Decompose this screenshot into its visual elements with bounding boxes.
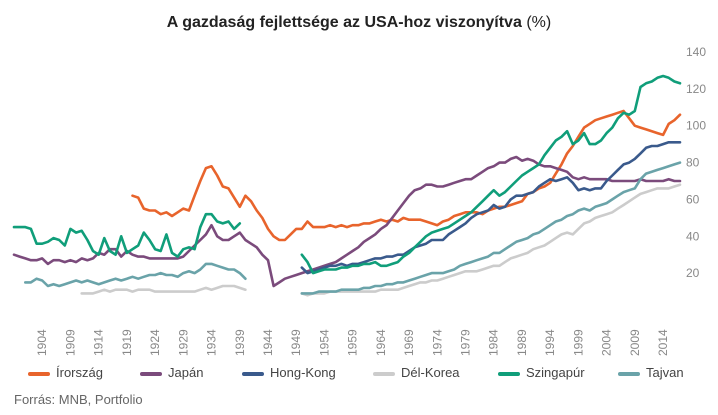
- series-line-hong-kong: [300, 141, 682, 275]
- series-line-irorszag: [131, 109, 682, 242]
- series-line-tajvan: [300, 161, 682, 295]
- y-axis: 20 40 60 80 100 120 140: [686, 45, 706, 280]
- y-tick-label: 20: [686, 266, 700, 280]
- chart-title-unit: (%): [526, 14, 552, 31]
- series-line-del-korea: [300, 183, 682, 297]
- x-tick-label: 1934: [205, 329, 219, 356]
- chart-title: A gazdaság fejlettsége az USA-hoz viszon…: [0, 14, 718, 32]
- x-tick-label: 1979: [459, 329, 473, 356]
- y-tick-label: 140: [686, 45, 706, 59]
- x-tick-label: 1944: [261, 329, 275, 356]
- x-tick-label: 1939: [233, 329, 247, 356]
- y-tick-label: 40: [686, 229, 700, 243]
- legend-label: Írország: [56, 365, 103, 380]
- series-line-tajvan: [24, 262, 247, 288]
- y-tick-label: 100: [686, 119, 706, 133]
- legend-swatch: [618, 372, 640, 376]
- legend-swatch: [140, 372, 162, 376]
- chart-title-text: A gazdaság fejlettsége az USA-hoz viszon…: [166, 14, 522, 31]
- x-tick-label: 1964: [374, 329, 388, 356]
- series-lines: [12, 74, 682, 297]
- x-tick-label: 2004: [600, 329, 614, 356]
- x-tick-label: 1994: [543, 329, 557, 356]
- legend-label: Hong-Kong: [270, 365, 336, 380]
- x-tick-label: 1969: [402, 329, 416, 356]
- legend: Írország Japán Hong-Kong Dél-Korea Szingapúr…: [28, 364, 708, 384]
- legend-label: Japán: [168, 365, 204, 380]
- legend-swatch: [242, 372, 264, 376]
- x-tick-label: 1919: [120, 329, 134, 356]
- legend-label: Dél-Korea: [401, 365, 460, 380]
- x-tick-label: 1929: [176, 329, 190, 356]
- x-tick-label: 1959: [346, 329, 360, 356]
- series-line-szingapur: [300, 74, 682, 275]
- series-line-del-korea: [80, 284, 247, 295]
- x-tick-label: 2009: [628, 329, 642, 356]
- legend-label: Szingapúr: [526, 365, 585, 380]
- x-tick-label: 1924: [148, 329, 162, 356]
- legend-swatch: [28, 372, 50, 376]
- series-line-japan: [12, 155, 682, 288]
- legend-swatch: [373, 372, 395, 376]
- y-tick-label: 120: [686, 82, 706, 96]
- y-tick-label: 80: [686, 156, 700, 170]
- x-tick-label: 1954: [317, 329, 331, 356]
- legend-label: Tajvan: [646, 365, 684, 380]
- x-tick-label: 1914: [92, 329, 106, 356]
- x-tick-label: 1909: [63, 329, 77, 356]
- x-tick-label: 2014: [656, 329, 670, 356]
- x-tick-label: 1904: [35, 329, 49, 356]
- x-tick-label: 1989: [515, 329, 529, 356]
- x-axis: 1904 1909 1914 1919 1924 1929 1934 1939 1944 1949…: [35, 329, 670, 356]
- x-tick-label: 1949: [289, 329, 303, 356]
- x-tick-label: 1999: [571, 329, 585, 356]
- legend-swatch: [498, 372, 520, 376]
- source-note: Forrás: MNB, Portfolio: [14, 392, 143, 407]
- x-tick-label: 1974: [430, 329, 444, 356]
- y-tick-label: 60: [686, 192, 700, 206]
- x-tick-label: 1984: [487, 329, 501, 356]
- series-line-szingapur: [12, 212, 242, 258]
